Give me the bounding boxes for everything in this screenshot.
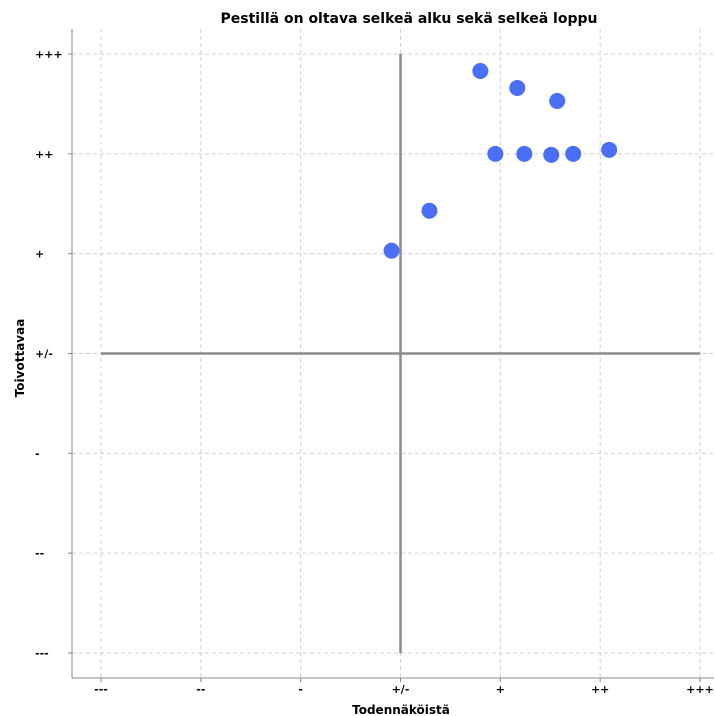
data-points	[383, 62, 618, 259]
y-tick-label: +/-	[35, 348, 53, 361]
x-tick-label: +	[496, 683, 505, 696]
x-tick-label: --	[196, 683, 205, 696]
data-point	[549, 92, 566, 109]
y-tick-label: +++	[35, 48, 63, 61]
y-axis-title: Toivottavaa	[13, 319, 27, 398]
x-tick-label: -	[298, 683, 303, 696]
x-tick-label: +++	[686, 683, 714, 696]
tick-labels: --- -- - +/- + ++ +++------+/-++++++	[35, 48, 714, 696]
data-point	[543, 146, 560, 163]
x-tick-label: +/-	[392, 683, 410, 696]
data-point	[421, 202, 438, 219]
data-point	[601, 141, 618, 158]
y-tick-label: -	[35, 447, 40, 460]
x-tick-label: ---	[94, 683, 108, 696]
data-point	[565, 145, 582, 162]
data-point	[487, 145, 504, 162]
x-tick-label: ++	[591, 683, 609, 696]
y-tick-label: ++	[35, 148, 53, 161]
data-point	[383, 242, 400, 259]
y-tick-label: +	[35, 248, 44, 261]
x-axis-title: Todennäköistä	[352, 703, 450, 716]
y-tick-label: ---	[35, 647, 49, 660]
y-tick-label: --	[35, 547, 44, 560]
data-point	[472, 62, 489, 79]
data-point	[509, 79, 526, 96]
center-crosshair	[101, 54, 700, 653]
chart-title: Pestillä on oltava selkeä alku sekä selk…	[220, 11, 597, 27]
data-point	[516, 145, 533, 162]
axes	[68, 29, 714, 682]
